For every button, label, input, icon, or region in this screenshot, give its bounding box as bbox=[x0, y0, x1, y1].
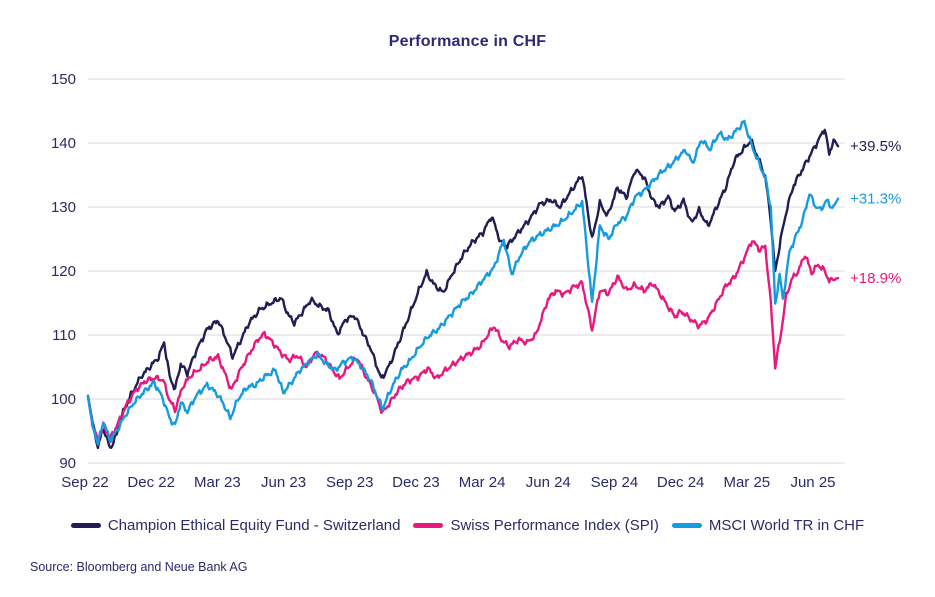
legend-label: MSCI World TR in CHF bbox=[708, 517, 865, 534]
series-line-champion-fund bbox=[86, 128, 840, 450]
series-end-label: +39.5% bbox=[850, 138, 901, 155]
x-tick-label: Jun 25 bbox=[790, 474, 835, 491]
y-tick-label: 90 bbox=[59, 455, 76, 472]
x-tick-label: Dec 23 bbox=[392, 474, 440, 491]
x-tick-label: Dec 22 bbox=[127, 474, 175, 491]
x-tick-label: Sep 23 bbox=[326, 474, 374, 491]
legend-item-champion-fund: Champion Ethical Equity Fund - Switzerla… bbox=[70, 517, 401, 534]
series-end-label: +31.3% bbox=[850, 191, 901, 208]
x-tick-label: Mar 25 bbox=[723, 474, 770, 491]
y-tick-label: 150 bbox=[51, 71, 76, 88]
x-tick-label: Sep 22 bbox=[61, 474, 109, 491]
source-note: Source: Bloomberg and Neue Bank AG bbox=[30, 560, 248, 574]
legend-swatch-msci-world bbox=[671, 523, 702, 528]
performance-chart: 90 100 110 120 130 140 150 Sep 22 Dec 22 Mar 23 Ju… bbox=[51, 71, 901, 491]
chart-legend: Champion Ethical Equity Fund - Switzerla… bbox=[0, 517, 935, 534]
x-tick-label: Jun 24 bbox=[526, 474, 571, 491]
legend-label: Swiss Performance Index (SPI) bbox=[450, 517, 659, 534]
legend-swatch-spi bbox=[413, 523, 444, 528]
legend-swatch-champion-fund bbox=[70, 523, 101, 528]
series-line-msci-world bbox=[86, 119, 840, 446]
y-tick-label: 110 bbox=[52, 327, 76, 344]
legend-item-spi: Swiss Performance Index (SPI) bbox=[413, 517, 659, 534]
x-tick-label: Mar 23 bbox=[194, 474, 241, 491]
y-tick-label: 100 bbox=[51, 391, 76, 408]
x-tick-label: Dec 24 bbox=[657, 474, 705, 491]
series-line-spi bbox=[86, 240, 840, 443]
legend-label: Champion Ethical Equity Fund - Switzerla… bbox=[107, 517, 401, 534]
x-tick-label: Sep 24 bbox=[591, 474, 639, 491]
x-tick-label: Jun 23 bbox=[261, 474, 306, 491]
series-end-label: +18.9% bbox=[850, 270, 901, 287]
legend-item-msci-world: MSCI World TR in CHF bbox=[671, 517, 865, 534]
y-tick-label: 120 bbox=[51, 263, 76, 280]
x-tick-label: Mar 24 bbox=[459, 474, 506, 491]
chart-title: Performance in CHF bbox=[388, 33, 547, 50]
y-tick-label: 140 bbox=[51, 135, 76, 152]
y-tick-label: 130 bbox=[51, 199, 76, 216]
